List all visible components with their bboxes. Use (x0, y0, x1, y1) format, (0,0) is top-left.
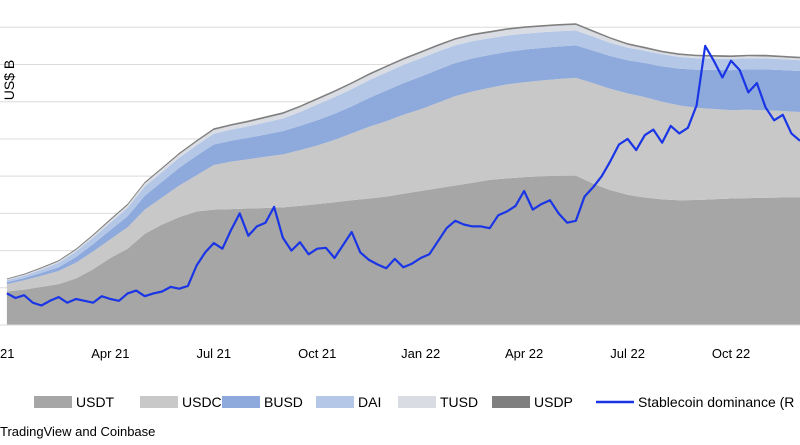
x-tick-label: 21 (0, 346, 14, 361)
legend-swatch-usdc (140, 396, 178, 408)
legend-label-usdp: USDP (534, 394, 573, 410)
legend-swatch-usdt (34, 396, 72, 408)
legend-label-stablecoin-dominance-r: Stablecoin dominance (R (638, 394, 794, 410)
x-tick-label: Jul 21 (196, 346, 231, 361)
area-usdc (6, 77, 800, 292)
legend-swatch-usdp (492, 396, 530, 408)
legend-swatch-tusd (398, 396, 436, 408)
legend-label-usdc: USDC (182, 394, 222, 410)
area-busd (6, 45, 800, 285)
x-tick-label: Apr 22 (505, 346, 543, 361)
x-tick-label: Apr 21 (91, 346, 129, 361)
x-tick-label: Jul 22 (610, 346, 645, 361)
legend: USDT USDC BUSD DAI TUSD USDP Stablecoin domina… (34, 394, 794, 410)
x-tick-label: Jan 22 (401, 346, 440, 361)
x-tick-label: Oct 22 (712, 346, 750, 361)
legend-swatch-dai (316, 396, 354, 408)
x-tick-labels: 21 Apr 21 Jul 21 Oct 21 Jan 22 Apr 22 Jul 22 Oc… (0, 346, 750, 361)
area-dai (6, 30, 800, 283)
area-usdt (6, 175, 800, 325)
legend-swatch-busd (222, 396, 260, 408)
source-note: TradingView and Coinbase (0, 424, 156, 439)
legend-label-usdt: USDT (76, 394, 115, 410)
x-tick-label: Oct 21 (298, 346, 336, 361)
stablecoin-dominance-line (6, 44, 800, 307)
legend-label-tusd: TUSD (440, 394, 478, 410)
dominance-line-layer (6, 44, 800, 307)
legend-label-dai: DAI (358, 394, 381, 410)
stacked-areas (6, 23, 800, 325)
legend-label-busd: BUSD (264, 394, 303, 410)
y-axis-label: US$ B (1, 60, 17, 100)
